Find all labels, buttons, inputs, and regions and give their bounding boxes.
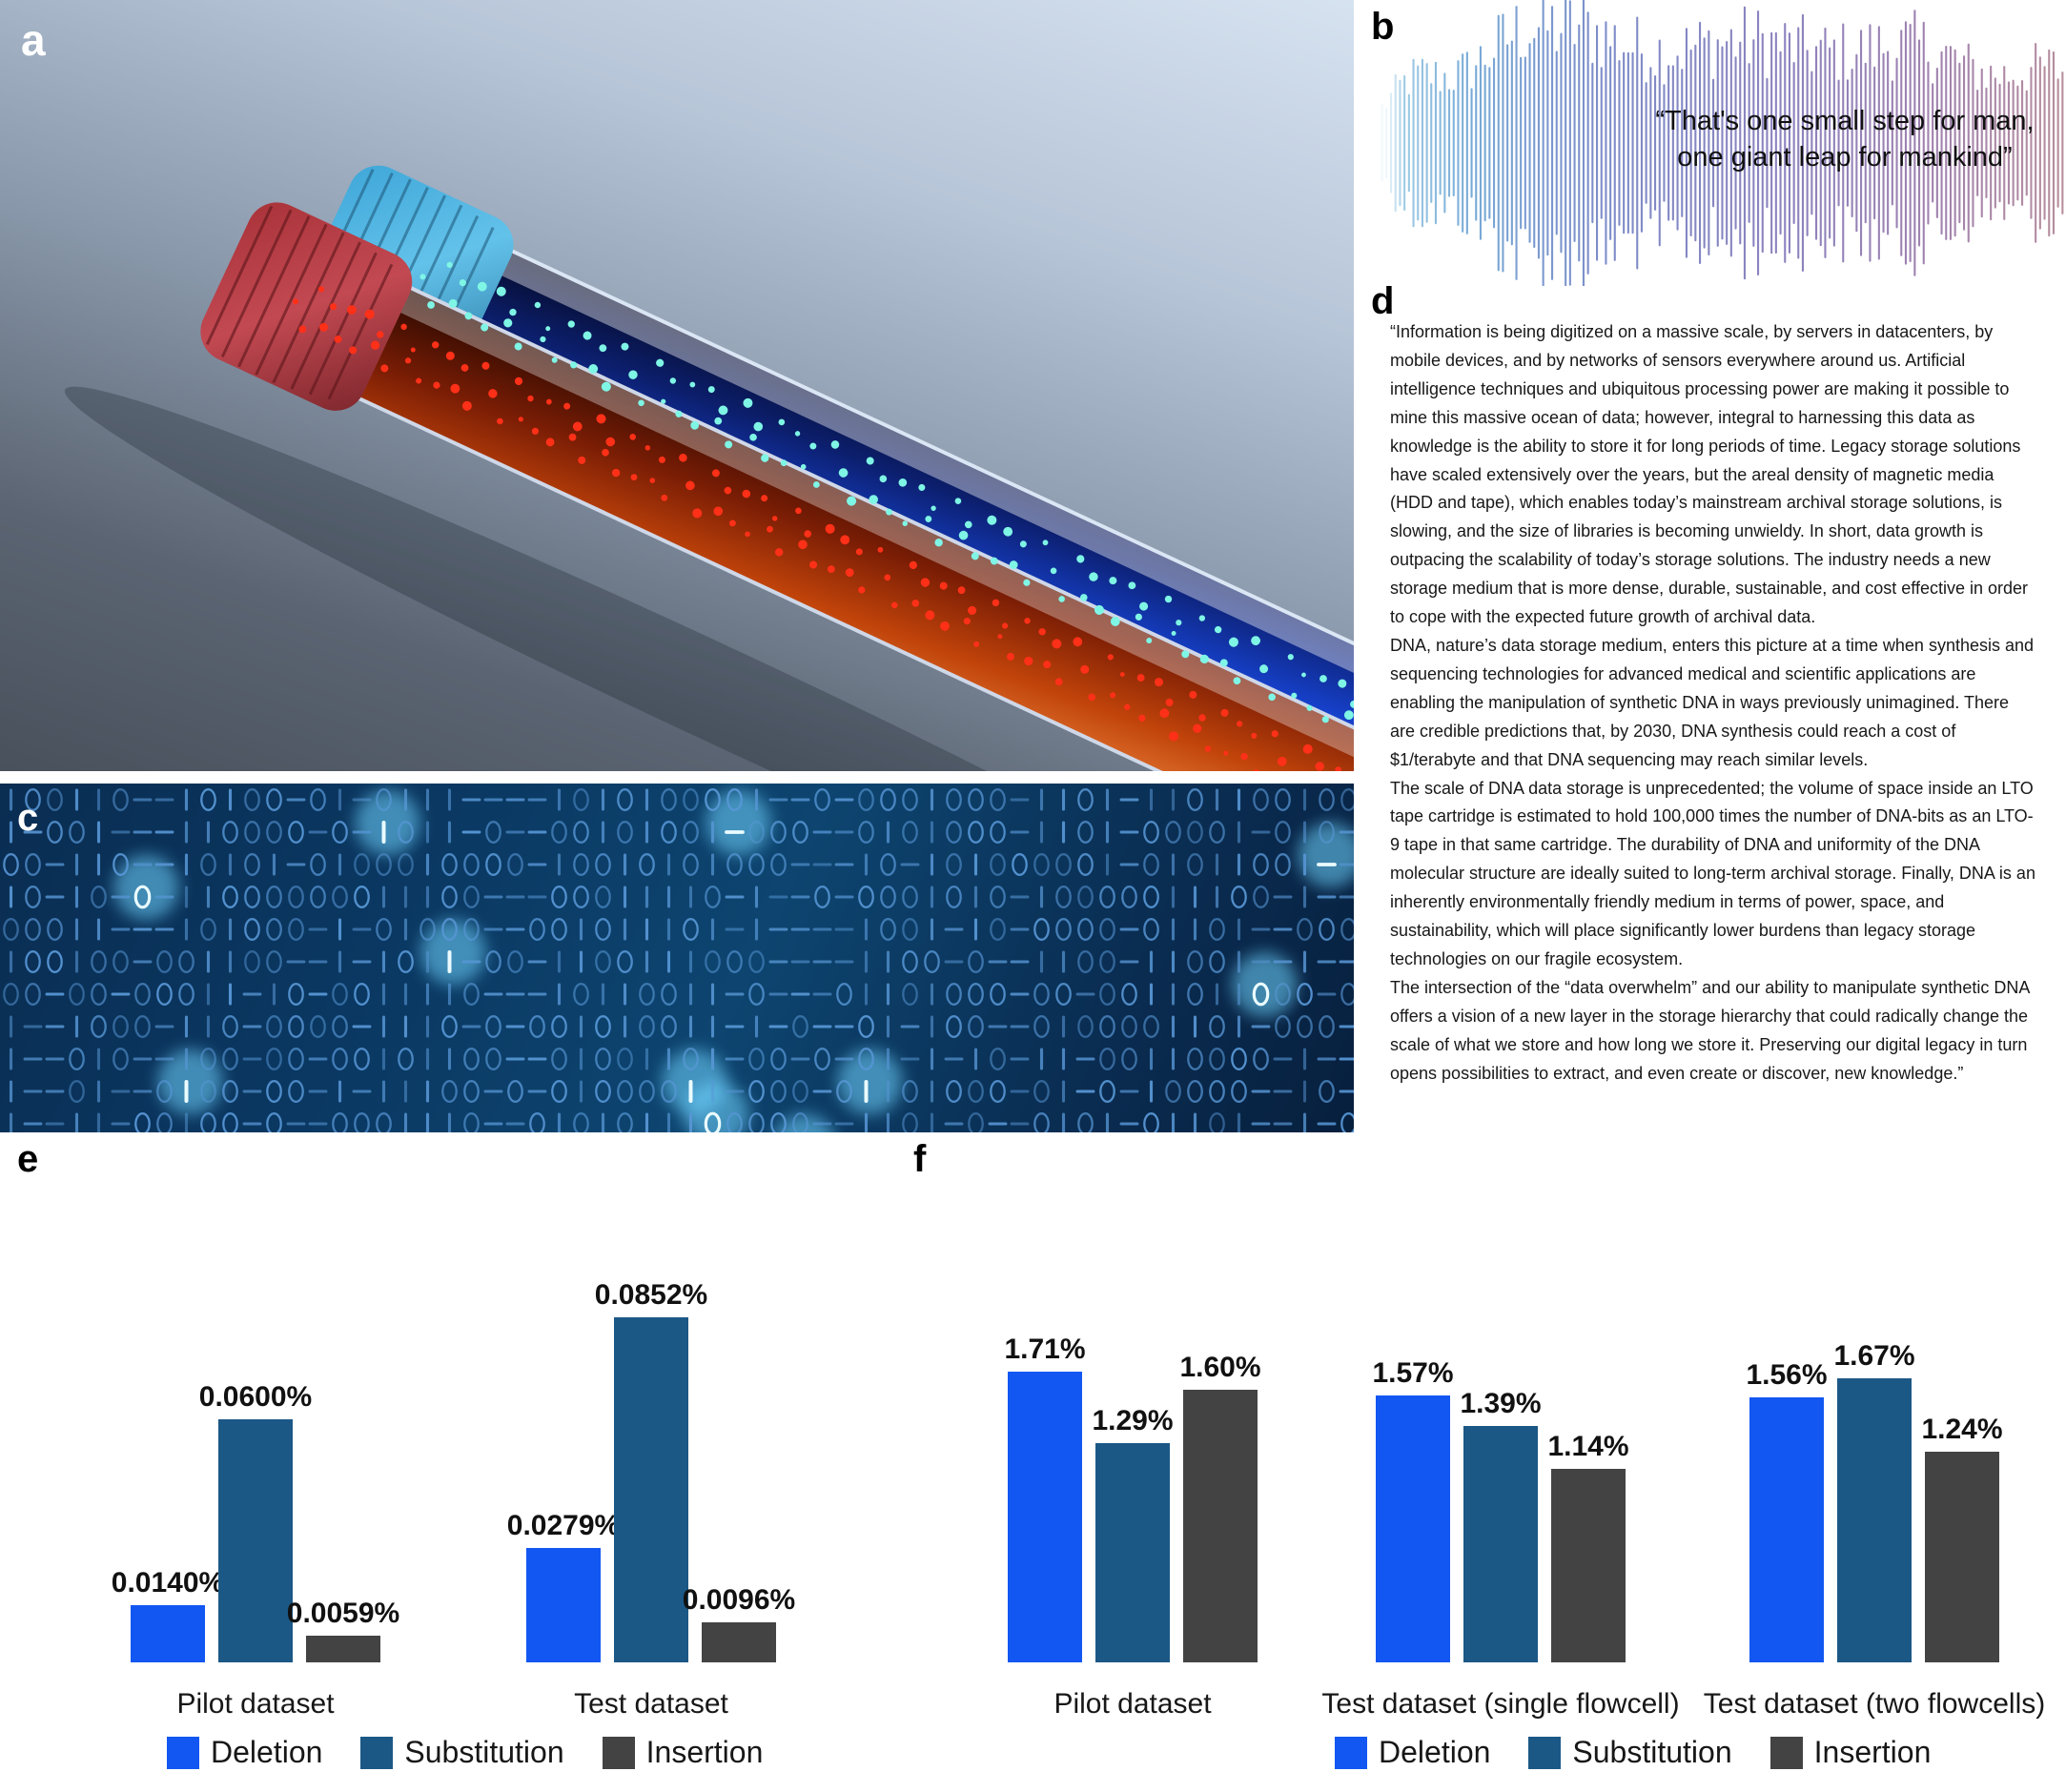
svg-text:a: a [21, 15, 46, 65]
